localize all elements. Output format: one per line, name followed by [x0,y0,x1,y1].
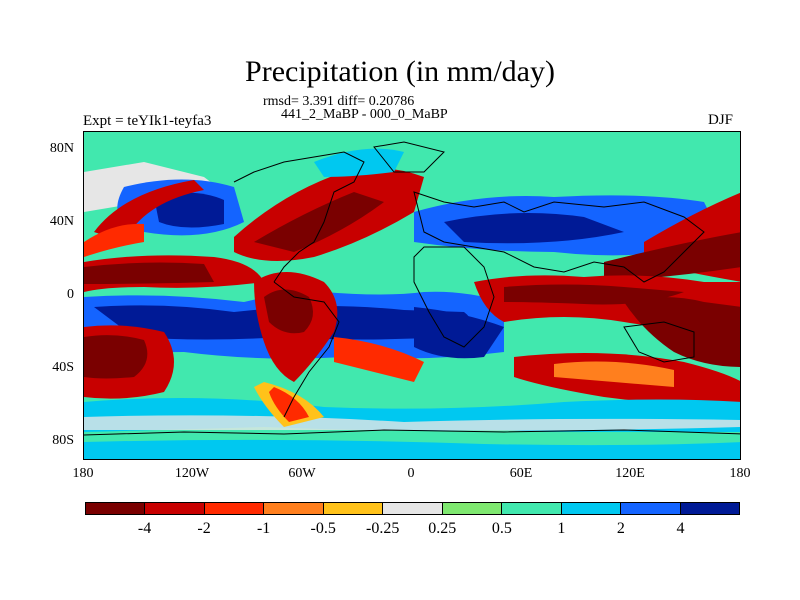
lat-tick-40S: 40S [52,360,74,375]
lon-tick-180w: 180 [72,466,94,481]
map-field [84,132,740,459]
lon-tick-180e: 180 [729,466,751,481]
colorbar-swatch [323,503,384,514]
lat-tick-80N: 80N [49,141,74,156]
colorbar-label: 2 [616,520,625,537]
lat-tick-40N: 40N [49,214,74,229]
colorbar-swatch [264,503,324,514]
colorbar-swatch [86,503,146,514]
plot-title: Precipitation (in mm/day) [245,55,555,88]
colorbar-label: -1 [256,520,271,537]
lon-tick-120w: 120W [174,466,210,481]
colorbar-label: 0.25 [428,520,457,537]
lon-tick-0: 0 [407,466,415,481]
lat-tick-0: 0 [67,287,74,302]
colorbar-swatch [442,503,503,514]
colorbar-label: 4 [676,520,685,537]
colorbar-swatch [383,503,443,514]
season-label: DJF [708,112,734,128]
lon-tick-120e: 120E [615,466,645,481]
colorbar-swatch [145,503,205,514]
lon-tick-60e: 60E [509,466,533,481]
rmsd-subtitle: rmsd= 3.391 diff= 0.20786 [263,94,415,109]
precipitation-map [83,131,741,460]
expt-label: Expt = teYIk1-teyfa3 [83,113,212,129]
colorbar-label: -2 [197,520,211,537]
colorbar-swatch [561,503,622,514]
experiment-subtitle: 441_2_MaBP - 000_0_MaBP [281,107,448,122]
lon-tick-60w: 60W [288,466,316,481]
colorbar-swatch [621,503,681,514]
colorbar-swatch [204,503,265,514]
colorbar-label: -0.25 [366,520,400,537]
lat-tick-80S: 80S [52,433,74,448]
colorbar [85,502,740,515]
colorbar-label: -0.5 [310,520,336,537]
colorbar-label: 1 [557,520,566,537]
colorbar-swatch [502,503,562,514]
colorbar-label: 0.5 [491,520,512,537]
colorbar-label: -4 [137,520,152,537]
colorbar-swatch [680,503,739,514]
